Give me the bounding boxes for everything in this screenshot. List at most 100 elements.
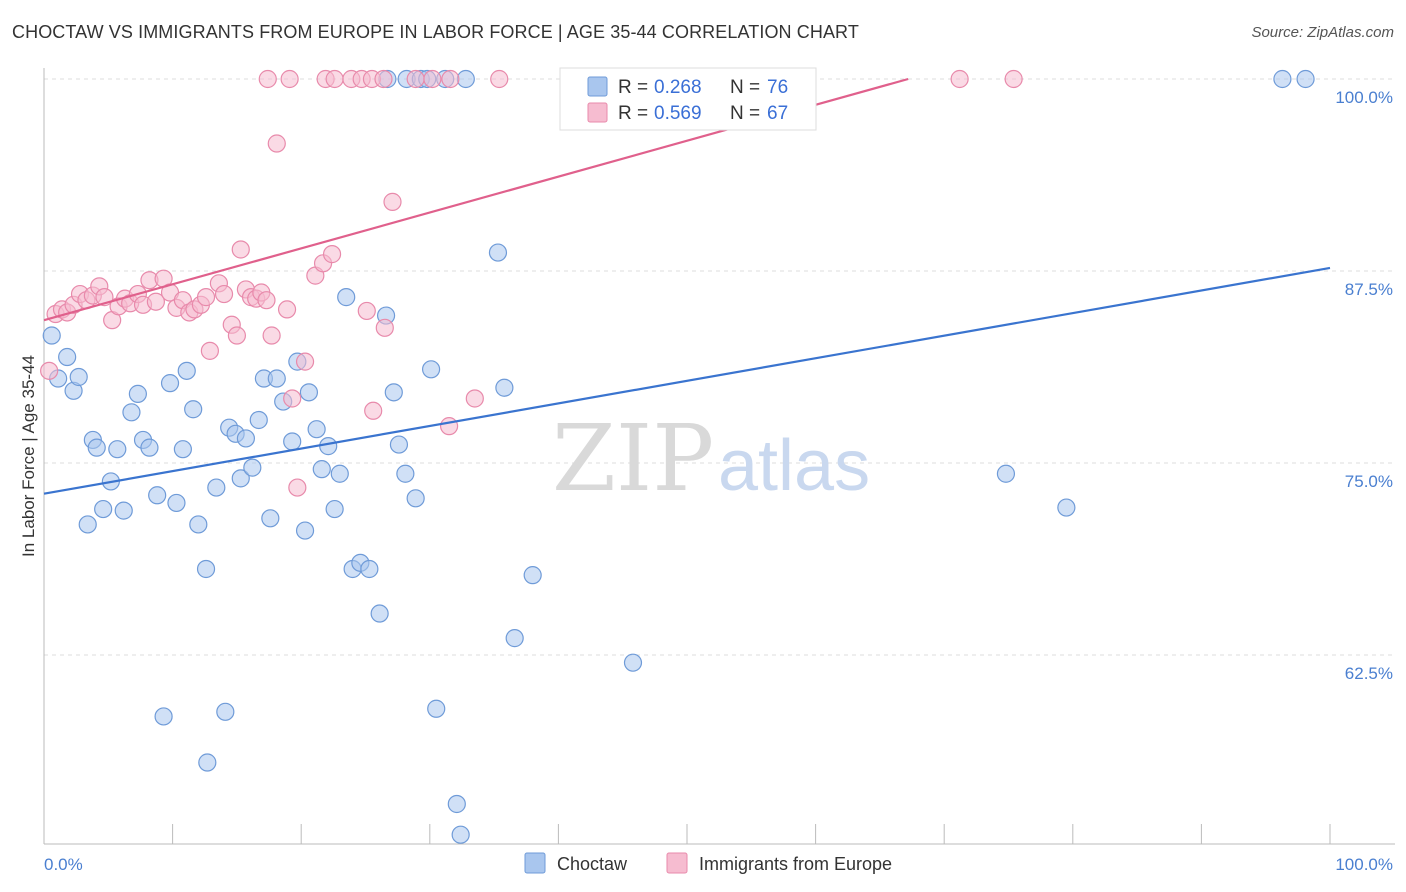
- choctaw-point-13: [128, 384, 147, 403]
- choctaw-point-46: [330, 464, 349, 483]
- choctaw-point-23: [189, 515, 208, 534]
- immigrants-point-37: [262, 326, 281, 345]
- choctaw-point-8: [94, 499, 113, 519]
- choctaw-point-38: [283, 432, 302, 451]
- immigrants-point-48: [375, 318, 394, 337]
- choctaw-point-60: [451, 825, 470, 844]
- choctaw-point-61: [488, 243, 508, 262]
- y-tick-label-0: 100.0%: [1335, 88, 1393, 107]
- choctaw-point-12: [122, 403, 141, 422]
- choctaw-point-30: [231, 469, 250, 488]
- immigrants-point-39: [277, 300, 297, 319]
- choctaw-point-5: [78, 515, 97, 534]
- legend-r-value-immigrants: 0.569: [654, 103, 702, 124]
- legend-n-label-choctaw: N =: [730, 77, 760, 98]
- choctaw-point-0: [42, 326, 61, 345]
- choctaw-point-53: [384, 383, 403, 402]
- choctaw-point-47: [337, 288, 356, 307]
- immigrants-point-61: [423, 69, 442, 89]
- immigrants-point-28: [214, 284, 234, 304]
- immigrants-point-31: [231, 240, 250, 259]
- legend-r-label-immigrants: R =: [618, 103, 648, 124]
- choctaw-point-22: [184, 400, 203, 419]
- choctaw-point-24: [196, 559, 216, 579]
- series-immigrants-points: [40, 69, 1023, 497]
- source-credit: Source: ZipAtlas.com: [1251, 24, 1394, 41]
- y-tick-label-2: 75.0%: [1345, 472, 1393, 491]
- choctaw-point-25: [198, 753, 217, 772]
- choctaw-point-44: [319, 437, 338, 456]
- choctaw-point-41: [299, 383, 319, 402]
- choctaw-point-4: [69, 367, 88, 387]
- immigrants-point-30: [227, 326, 246, 345]
- choctaw-point-10: [108, 440, 127, 459]
- immigrants-point-42: [295, 352, 315, 371]
- x-axis-ticks: [43, 824, 1331, 844]
- immigrants-point-38: [267, 134, 286, 153]
- choctaw-point-2: [58, 347, 77, 367]
- choctaw-point-36: [267, 369, 286, 388]
- choctaw-point-42: [307, 420, 326, 439]
- immigrants-point-65: [950, 69, 969, 89]
- series-legend-label-choctaw: Choctaw: [557, 854, 628, 874]
- choctaw-point-54: [389, 435, 409, 454]
- choctaw-point-56: [406, 489, 425, 508]
- choctaw-point-59: [447, 794, 466, 814]
- legend-n-value-choctaw: 76: [767, 77, 788, 98]
- immigrants-point-26: [200, 341, 219, 360]
- y-axis-title: In Labor Force | Age 35-44: [19, 355, 38, 557]
- immigrants-point-62: [441, 69, 460, 89]
- chart-title: CHOCTAW VS IMMIGRANTS FROM EUROPE IN LAB…: [12, 22, 859, 42]
- immigrants-point-66: [1004, 69, 1023, 89]
- choctaw-point-19: [167, 493, 186, 513]
- choctaw-point-17: [154, 707, 173, 726]
- choctaw-point-71: [996, 464, 1016, 483]
- immigrants-point-40: [283, 389, 302, 408]
- immigrants-point-55: [325, 69, 344, 89]
- choctaw-point-57: [421, 360, 441, 379]
- gridlines: [44, 78, 1395, 656]
- immigrants-point-0: [40, 361, 59, 380]
- watermark-atlas: atlas: [718, 426, 870, 506]
- legend-n-label-immigrants: N =: [730, 103, 760, 124]
- choctaw-point-63: [505, 629, 524, 648]
- choctaw-point-65: [623, 653, 643, 672]
- immigrants-point-46: [357, 301, 376, 321]
- immigrants-point-17: [146, 292, 165, 311]
- choctaw-point-11: [114, 501, 133, 520]
- y-tick-labels: 100.0% 87.5% 75.0% 62.5%: [1335, 88, 1393, 683]
- choctaw-point-26: [207, 478, 226, 497]
- series-legend: Choctaw Immigrants from Europe: [524, 852, 892, 874]
- immigrants-point-45: [322, 245, 342, 264]
- y-tick-label-3: 62.5%: [1345, 664, 1393, 683]
- immigrants-point-60: [406, 69, 425, 89]
- choctaw-point-64: [523, 566, 542, 585]
- choctaw-point-21: [177, 361, 196, 380]
- choctaw-point-35: [261, 509, 280, 528]
- axes: [43, 68, 1395, 845]
- choctaw-point-74: [1296, 69, 1315, 89]
- choctaw-point-55: [396, 464, 415, 483]
- y-tick-label-1: 87.5%: [1345, 280, 1393, 299]
- choctaw-point-32: [243, 458, 262, 477]
- choctaw-point-58: [427, 699, 446, 718]
- choctaw-point-40: [295, 521, 315, 540]
- choctaw-point-20: [173, 440, 192, 459]
- choctaw-point-45: [325, 499, 344, 519]
- choctaw-point-73: [1273, 69, 1292, 89]
- immigrants-point-52: [258, 69, 277, 89]
- trend-line-choctaw: [43, 266, 1331, 495]
- choctaw-point-43: [312, 460, 331, 479]
- immigrants-point-53: [280, 69, 299, 89]
- series-legend-label-immigrants: Immigrants from Europe: [699, 854, 892, 874]
- legend-r-value-choctaw: 0.268: [654, 77, 702, 98]
- legend-swatch-immigrants: [587, 102, 608, 123]
- immigrants-point-51: [465, 389, 484, 408]
- choctaw-point-72: [1057, 498, 1076, 517]
- immigrants-point-36: [257, 291, 276, 310]
- choctaw-point-31: [236, 429, 256, 448]
- choctaw-point-27: [216, 702, 235, 721]
- immigrants-point-47: [364, 401, 383, 420]
- choctaw-point-51: [370, 604, 389, 623]
- choctaw-point-15: [140, 438, 159, 457]
